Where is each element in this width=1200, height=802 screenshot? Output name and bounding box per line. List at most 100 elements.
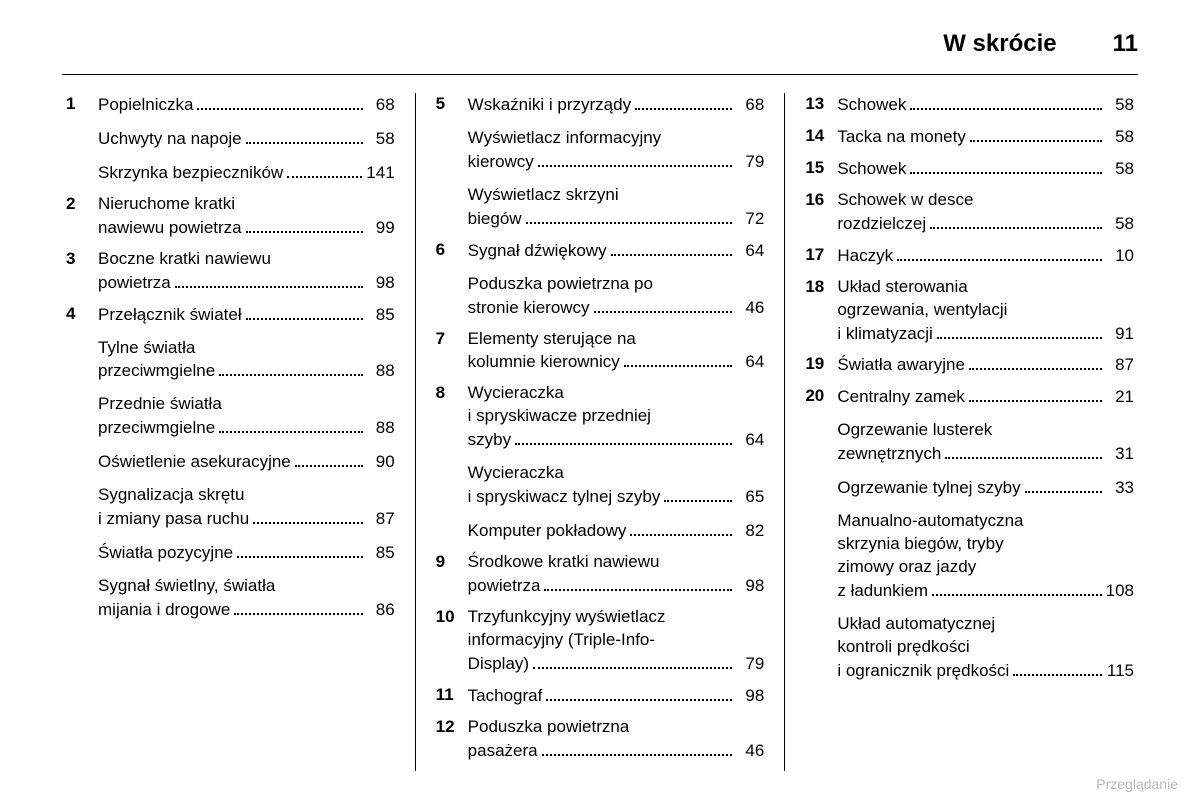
toc-entry-line: przeciwmgielne88 xyxy=(98,359,395,383)
toc-leader-dots xyxy=(1013,659,1102,676)
toc-entry-line: Tachograf98 xyxy=(468,684,765,708)
toc-entry-label: Schowek xyxy=(837,158,906,181)
toc-entry-number: 16 xyxy=(805,189,837,212)
toc-entry-page: 85 xyxy=(367,304,395,327)
toc-entry-body: Środkowe kratki nawiewupowietrza98 xyxy=(468,551,765,598)
toc-entry-body: Schowek 58 xyxy=(837,93,1134,117)
toc-entry-number: 15 xyxy=(805,157,837,180)
toc-entry-page: 87 xyxy=(367,508,395,531)
column-divider xyxy=(784,93,785,771)
toc-entry: 12Poduszka powietrznapasażera46 xyxy=(436,716,765,763)
toc-entry-label: ogrzewania, wentylacji xyxy=(837,299,1134,322)
toc-entry-line: Display)79 xyxy=(468,652,765,676)
toc-entry: 19Światła awaryjne87 xyxy=(805,353,1134,377)
toc-entry-page: 10 xyxy=(1106,245,1134,268)
toc-entry: Przednie światłaprzeciwmgielne88 xyxy=(66,393,395,440)
toc-entry-label: Elementy sterujące na xyxy=(468,328,765,351)
toc-leader-dots xyxy=(544,574,732,591)
toc-leader-dots xyxy=(932,579,1102,596)
toc-entry: 15Schowek58 xyxy=(805,157,1134,181)
toc-entry-page: 46 xyxy=(736,297,764,320)
toc-columns: 1Popielniczka68Uchwyty na napoje58Skrzyn… xyxy=(62,93,1138,771)
toc-leader-dots xyxy=(910,157,1102,174)
toc-entry-label: Światła awaryjne xyxy=(837,354,965,377)
toc-entry-number: 6 xyxy=(436,239,468,262)
toc-entry: Sygnalizacja skrętui zmiany pasa ruchu87 xyxy=(66,484,395,531)
footer-label: Przeglądanie xyxy=(1096,776,1178,792)
toc-leader-dots xyxy=(515,428,732,445)
toc-entry-page: 90 xyxy=(367,451,395,474)
toc-leader-dots xyxy=(594,296,733,313)
toc-entry-label: Wskaźniki i przyrządy xyxy=(468,94,631,117)
toc-entry-number: 17 xyxy=(805,244,837,267)
toc-entry-label: Wyświetlacz informacyjny xyxy=(468,127,765,150)
toc-entry-page: 99 xyxy=(367,217,395,240)
toc-entry-line: powietrza98 xyxy=(98,271,395,295)
toc-leader-dots xyxy=(287,161,362,178)
toc-entry-page: 85 xyxy=(367,542,395,565)
toc-entry-page: 115 xyxy=(1106,660,1134,683)
toc-entry-page: 33 xyxy=(1106,477,1134,500)
toc-entry-label: i klimatyzacji xyxy=(837,323,932,346)
toc-column-2: 5Wskaźniki i przyrządy68Wyświetlacz info… xyxy=(418,93,783,771)
toc-leader-dots xyxy=(611,239,733,256)
toc-entry-body: Schowek w descerozdzielczej58 xyxy=(837,189,1134,236)
toc-entry-number: 4 xyxy=(66,303,98,326)
toc-leader-dots xyxy=(1025,476,1102,493)
toc-entry-page: 88 xyxy=(367,417,395,440)
toc-entry-line: Światła pozycyjne85 xyxy=(98,541,395,565)
toc-entry-body: Nieruchome kratkinawiewu powietrza99 xyxy=(98,193,395,240)
toc-leader-dots xyxy=(664,485,732,502)
toc-entry-body: Tylne światłaprzeciwmgielne88 xyxy=(98,337,395,384)
toc-entry-label: Schowek w desce xyxy=(837,189,1134,212)
toc-entry-label: Wycieraczka xyxy=(468,382,765,405)
toc-entry-page: 58 xyxy=(1106,213,1134,236)
page-number: 11 xyxy=(1113,30,1138,58)
toc-entry-label: Schowek xyxy=(837,94,906,117)
toc-entry-label: Manualno-automatyczna xyxy=(837,510,1134,533)
toc-entry-page: 98 xyxy=(736,685,764,708)
toc-entry-label: nawiewu powietrza xyxy=(98,217,242,240)
toc-entry: Sygnał świetlny, światłamijania i drogow… xyxy=(66,575,395,622)
toc-entry-label: i zmiany pasa ruchu xyxy=(98,508,249,531)
toc-leader-dots xyxy=(970,125,1102,142)
toc-entry-label: Sygnał dźwiękowy xyxy=(468,240,607,263)
toc-entry-page: 58 xyxy=(1106,94,1134,117)
toc-entry-label: Display) xyxy=(468,653,529,676)
toc-leader-dots xyxy=(219,416,363,433)
toc-entry-page: 64 xyxy=(736,429,764,452)
toc-leader-dots xyxy=(624,350,733,367)
toc-leader-dots xyxy=(546,684,732,701)
toc-entry-page: 86 xyxy=(367,599,395,622)
toc-entry: 10Trzyfunkcyjny wyświetlaczinformacyjny … xyxy=(436,606,765,676)
toc-entry: 1Popielniczka68 xyxy=(66,93,395,117)
toc-entry-body: Wskaźniki i przyrządy68 xyxy=(468,93,765,117)
toc-entry-body: Ogrzewanie tylnej szyby33 xyxy=(837,476,1134,500)
toc-entry-body: Układ automatycznejkontroli prędkościi o… xyxy=(837,613,1134,683)
toc-entry-page: 64 xyxy=(736,240,764,263)
toc-entry-body: Sygnał świetlny, światłamijania i drogow… xyxy=(98,575,395,622)
toc-entry-label: i ogranicznik prędkości xyxy=(837,660,1009,683)
toc-entry-body: Komputer pokładowy82 xyxy=(468,519,765,543)
toc-entry: 9Środkowe kratki nawiewupowietrza98 xyxy=(436,551,765,598)
toc-entry: Wycieraczkai spryskiwacz tylnej szyby65 xyxy=(436,462,765,509)
toc-entry-number: 19 xyxy=(805,353,837,376)
toc-entry-line: nawiewu powietrza 99 xyxy=(98,216,395,240)
toc-entry-label: Poduszka powietrzna xyxy=(468,716,765,739)
toc-entry-label: Centralny zamek xyxy=(837,386,965,409)
toc-entry: 11Tachograf98 xyxy=(436,684,765,708)
toc-entry-label: Haczyk xyxy=(837,245,893,268)
toc-entry-page: 68 xyxy=(367,94,395,117)
column-divider xyxy=(415,93,416,771)
toc-leader-dots xyxy=(897,244,1102,261)
toc-entry: Oświetlenie asekuracyjne90 xyxy=(66,450,395,474)
toc-entry-page: 91 xyxy=(1106,323,1134,346)
toc-entry-label: Tylne światła xyxy=(98,337,395,360)
toc-entry-label: informacyjny (Triple-Info- xyxy=(468,629,765,652)
toc-entry-line: Przełącznik świateł85 xyxy=(98,303,395,327)
toc-entry-line: i ogranicznik prędkości 115 xyxy=(837,659,1134,683)
toc-entry: Światła pozycyjne85 xyxy=(66,541,395,565)
toc-leader-dots xyxy=(175,271,363,288)
toc-entry-number: 11 xyxy=(436,684,468,707)
toc-entry-body: Oświetlenie asekuracyjne90 xyxy=(98,450,395,474)
